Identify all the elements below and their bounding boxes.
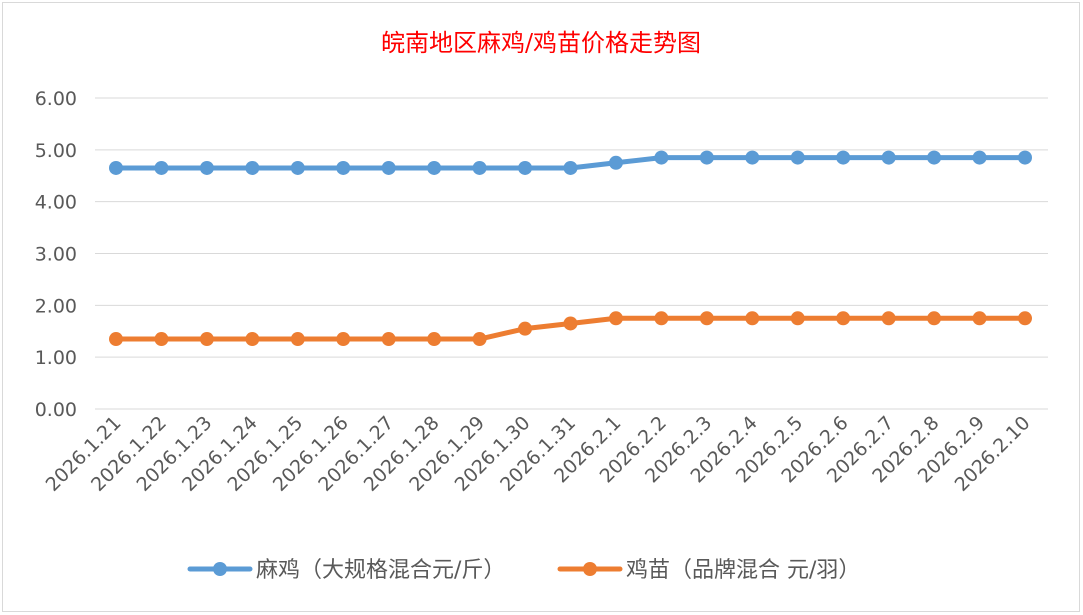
legend-label: 麻鸡（大规格混合元/斤） xyxy=(256,558,505,583)
data-point xyxy=(199,160,214,175)
data-point xyxy=(881,311,896,326)
series-0 xyxy=(109,150,1032,175)
y-tick-label: 3.00 xyxy=(35,244,77,266)
data-point xyxy=(608,155,623,170)
legend-marker-icon xyxy=(583,562,597,576)
data-point xyxy=(336,160,351,175)
y-tick-label: 5.00 xyxy=(35,140,77,162)
data-point xyxy=(109,332,123,347)
y-tick-label: 6.00 xyxy=(35,88,77,110)
data-point xyxy=(699,150,714,165)
y-tick-label: 2.00 xyxy=(35,295,77,317)
data-point xyxy=(654,150,669,165)
data-point xyxy=(790,150,805,165)
data-point xyxy=(608,311,623,326)
y-tick-label: 1.00 xyxy=(35,347,77,369)
data-point xyxy=(699,311,714,326)
data-point xyxy=(199,332,214,347)
data-point xyxy=(1018,311,1032,326)
data-point xyxy=(518,160,533,175)
data-point xyxy=(563,316,578,331)
data-point xyxy=(245,160,260,175)
data-point xyxy=(836,150,851,165)
chart-title: 皖南地区麻鸡/鸡苗价格走势图 xyxy=(381,29,701,57)
data-point xyxy=(336,332,351,347)
data-point xyxy=(518,321,533,336)
data-point xyxy=(790,311,805,326)
data-point xyxy=(745,311,760,326)
data-point xyxy=(290,332,305,347)
data-point xyxy=(109,160,123,175)
data-point xyxy=(427,332,442,347)
data-point xyxy=(745,150,760,165)
data-point xyxy=(381,332,396,347)
data-point xyxy=(654,311,669,326)
data-point xyxy=(972,311,987,326)
data-point xyxy=(927,311,942,326)
data-point xyxy=(563,160,578,175)
legend-label: 鸡苗（品牌混合 元/羽） xyxy=(626,558,860,583)
data-point xyxy=(381,160,396,175)
data-point xyxy=(472,332,487,347)
data-point xyxy=(972,150,987,165)
data-point xyxy=(836,311,851,326)
y-tick-label: 0.00 xyxy=(35,399,77,421)
data-point xyxy=(881,150,896,165)
data-point xyxy=(245,332,260,347)
y-tick-label: 4.00 xyxy=(35,192,77,214)
data-point xyxy=(427,160,442,175)
data-point xyxy=(290,160,305,175)
data-point xyxy=(472,160,487,175)
legend-marker-icon xyxy=(213,562,227,576)
data-point xyxy=(154,160,169,175)
series-1 xyxy=(109,311,1032,347)
data-point xyxy=(154,332,169,347)
data-point xyxy=(1018,150,1032,165)
data-point xyxy=(927,150,942,165)
